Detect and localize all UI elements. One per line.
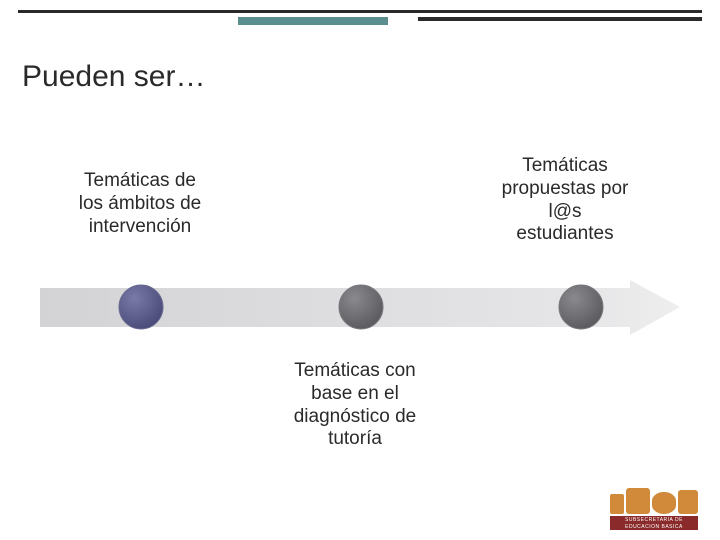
logo-text-top: SUBSECRETARIA DE (610, 517, 698, 524)
logo-icon (610, 488, 698, 514)
header-border (18, 10, 702, 28)
node-3 (558, 284, 604, 330)
border-accent (238, 17, 388, 25)
node-label-1: Temáticas delos ámbitos deintervención (50, 170, 230, 238)
node-label-3: Temáticaspropuestas porl@sestudiantes (470, 155, 660, 246)
node-2 (338, 284, 384, 330)
slide-title: Pueden ser… (22, 60, 205, 94)
logo-text-bottom: EDUCACION BASICA (610, 524, 698, 531)
border-right (418, 17, 702, 21)
node-label-2: Temáticas conbase en eldiagnóstico detut… (255, 360, 455, 451)
footer-logo: SUBSECRETARIA DE EDUCACION BASICA (610, 488, 698, 530)
process-diagram: Temáticas delos ámbitos deintervención T… (40, 150, 680, 480)
node-1 (118, 284, 164, 330)
logo-text: SUBSECRETARIA DE EDUCACION BASICA (610, 516, 698, 530)
border-thin (18, 10, 702, 13)
